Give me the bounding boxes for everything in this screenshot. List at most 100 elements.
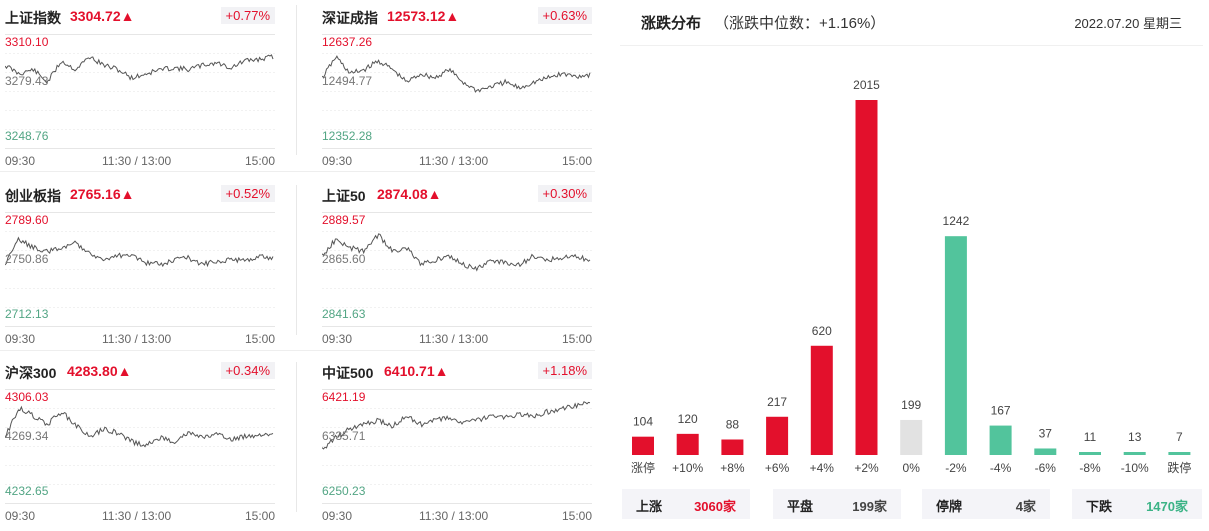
distribution-subtitle: （涨跌中位数：+1.16%） xyxy=(714,15,886,32)
bar-value-label: 167 xyxy=(991,404,1011,418)
index-panel[interactable]: 上证50 2874.08▲ +0.30% 2889.57 2865.60 284… xyxy=(322,184,592,354)
distribution-bar xyxy=(1168,452,1191,455)
time-mid: 11:30 / 13:00 xyxy=(419,509,489,523)
tick-base: 2750.86 xyxy=(5,252,49,266)
distribution-bar xyxy=(810,345,833,455)
tick-low: 2712.13 xyxy=(5,307,49,321)
time-mid: 11:30 / 13:00 xyxy=(419,332,489,346)
bar-value-label: 2015 xyxy=(853,78,880,92)
tick-high: 2789.60 xyxy=(5,213,49,227)
index-intraday-chart xyxy=(5,34,275,149)
index-intraday-chart xyxy=(5,389,275,504)
category-label: 跌停 xyxy=(1167,460,1191,475)
tick-low: 3248.76 xyxy=(5,129,49,143)
bar-value-label: 620 xyxy=(812,324,832,338)
bar-value-label: 217 xyxy=(767,395,787,409)
tick-base: 6335.71 xyxy=(322,429,366,443)
summary-item: 上涨 3060家 xyxy=(622,489,750,519)
distribution-bar xyxy=(676,433,699,455)
index-name: 沪深300 xyxy=(5,365,57,381)
distribution-bar xyxy=(1079,452,1101,455)
distribution-bar xyxy=(1123,452,1146,455)
panel-header: 创业板指 2765.16▲ +0.52% xyxy=(5,184,275,208)
index-price-line xyxy=(322,401,591,450)
bar-value-label: 13 xyxy=(1128,430,1142,444)
index-price-line xyxy=(5,236,274,268)
time-end: 15:00 xyxy=(244,332,275,346)
index-change: +0.52% xyxy=(220,185,275,202)
index-change: +0.34% xyxy=(220,362,275,379)
tick-high: 12637.26 xyxy=(322,35,373,49)
panel-header: 沪深300 4283.80▲ +0.34% xyxy=(5,361,275,385)
distribution-bar xyxy=(989,425,1012,455)
time-end: 15:00 xyxy=(244,154,275,168)
row-divider xyxy=(0,171,595,172)
category-label: 0% xyxy=(903,461,921,475)
distribution-bar xyxy=(1034,448,1057,455)
distribution-bar xyxy=(632,436,654,455)
index-name: 深证成指 xyxy=(322,10,378,26)
time-end: 15:00 xyxy=(244,509,275,523)
tick-low: 2841.63 xyxy=(322,307,366,321)
index-price: 12573.12▲ xyxy=(387,8,460,24)
time-end: 15:00 xyxy=(561,509,592,523)
index-panel[interactable]: 创业板指 2765.16▲ +0.52% 2789.60 2750.86 271… xyxy=(5,184,275,354)
index-name: 中证500 xyxy=(322,365,374,381)
category-label: -2% xyxy=(945,461,967,475)
summary-item: 下跌 1470家 xyxy=(1072,489,1202,519)
tick-low: 12352.28 xyxy=(322,129,373,143)
category-label: +4% xyxy=(810,461,835,475)
time-end: 15:00 xyxy=(561,332,592,346)
index-change: +0.63% xyxy=(537,7,592,24)
distribution-bar xyxy=(944,236,967,455)
column-divider xyxy=(296,5,297,155)
time-start: 09:30 xyxy=(5,509,36,523)
index-price-line xyxy=(5,405,274,448)
category-label: +6% xyxy=(765,461,790,475)
summary-label: 停牌 xyxy=(936,499,963,514)
distribution-title: 涨跌分布 xyxy=(641,15,702,32)
panel-header: 上证指数 3304.72▲ +0.77% xyxy=(5,6,275,30)
distribution-bar-chart: 104 涨停 120 +10% 88 +8% 217 +6% 620 +4% 2015 +2% 199 0… xyxy=(631,78,1191,475)
header-divider xyxy=(620,45,1203,46)
time-start: 09:30 xyxy=(322,332,353,346)
tick-base: 2865.60 xyxy=(322,252,366,266)
distribution-bar xyxy=(721,439,744,455)
distribution-date: 2022.07.20 星期三 xyxy=(1074,16,1182,31)
index-panel[interactable]: 深证成指 12573.12▲ +0.63% 12637.26 12494.77 … xyxy=(322,6,592,176)
tick-high: 3310.10 xyxy=(5,35,49,49)
column-divider xyxy=(296,362,297,512)
row-divider xyxy=(0,350,595,351)
time-mid: 11:30 / 13:00 xyxy=(102,509,172,523)
bar-value-label: 7 xyxy=(1176,430,1183,444)
panel-header: 中证500 6410.71▲ +1.18% xyxy=(322,361,592,385)
index-panel[interactable]: 中证500 6410.71▲ +1.18% 6421.19 6335.71 62… xyxy=(322,361,592,531)
index-panel[interactable]: 上证指数 3304.72▲ +0.77% 3310.10 3279.43 324… xyxy=(5,6,275,176)
index-price-line xyxy=(5,54,274,84)
index-change: +1.18% xyxy=(537,362,592,379)
index-name: 上证指数 xyxy=(5,10,61,26)
category-label: +10% xyxy=(672,461,703,475)
time-mid: 11:30 / 13:00 xyxy=(419,154,489,168)
time-start: 09:30 xyxy=(322,154,353,168)
category-label: -6% xyxy=(1035,461,1057,475)
index-price: 4283.80▲ xyxy=(67,363,132,379)
time-end: 15:00 xyxy=(561,154,592,168)
summary-value: 1470家 xyxy=(1146,499,1188,514)
bar-value-label: 88 xyxy=(726,417,740,431)
time-start: 09:30 xyxy=(5,154,36,168)
summary-label: 平盘 xyxy=(787,499,814,514)
summary-item: 停牌 4家 xyxy=(922,489,1050,519)
tick-base: 3279.43 xyxy=(5,74,49,88)
bar-value-label: 104 xyxy=(633,415,653,429)
summary-label: 上涨 xyxy=(636,499,663,514)
index-intraday-chart xyxy=(322,212,592,327)
category-label: -4% xyxy=(990,461,1012,475)
tick-high: 4306.03 xyxy=(5,390,49,404)
index-name: 上证50 xyxy=(322,188,366,204)
index-panel[interactable]: 沪深300 4283.80▲ +0.34% 4306.03 4269.34 42… xyxy=(5,361,275,531)
tick-base: 4269.34 xyxy=(5,429,49,443)
bar-value-label: 1242 xyxy=(943,214,970,228)
category-label: +2% xyxy=(854,461,879,475)
index-price: 2874.08▲ xyxy=(377,186,442,202)
